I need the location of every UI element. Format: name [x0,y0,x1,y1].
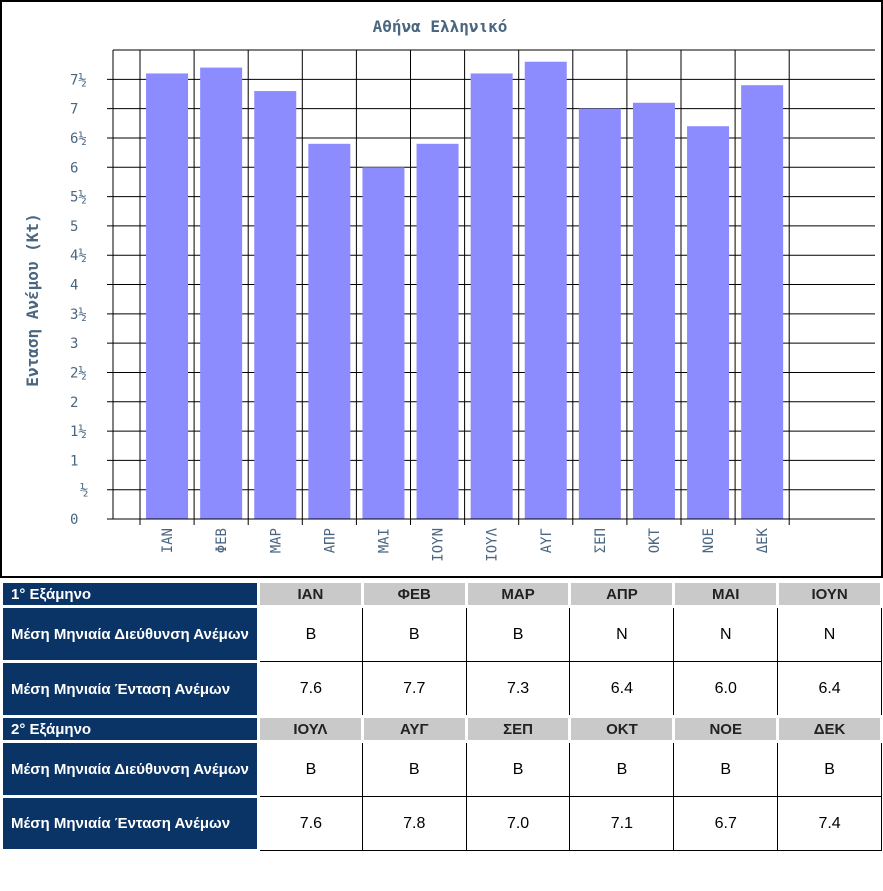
x-tick-label: ΝΟΕ [701,528,717,553]
bar [524,61,567,519]
data-table: 1° Εξάμηνο ΙΑΝ ΦΕΒ ΜΑΡ ΑΠΡ ΜΑΙ ΙΟΥΝ Μέση Μηνιαί… [0,580,883,852]
bar [254,91,297,519]
y-tick-label: 6½ [70,131,87,147]
cell: Β [361,741,467,797]
y-tick-label: 2½ [70,365,87,381]
cell: 6.4 [569,661,675,717]
bar [687,126,730,520]
cell: Ν [569,606,675,662]
bar [308,143,351,520]
header-row: 1° Εξάμηνο ΙΑΝ ΦΕΒ ΜΑΡ ΑΠΡ ΜΑΙ ΙΟΥΝ [0,580,883,608]
x-tick-label: ΙΟΥΝ [431,528,447,562]
cell: 7.4 [777,796,882,851]
x-tick-label: ΙΟΥΛ [485,527,501,561]
month-header: ΑΠΡ [568,580,676,608]
chart: Αθήνα Ελληνικό Ενταση Ανέμου (Kt) 0½1 1½ 2… [0,0,883,578]
row-label: Μέση Μηνιαία Διεύθυνση Ανέμων [0,740,260,798]
month-header: ΣΕΠ [464,715,572,743]
data-row: Μέση Μηνιαία Διεύθυνση Ανέμων Β Β Β Ν Ν Ν [0,605,882,663]
month-header: ΑΥΓ [360,715,468,743]
cell: 6.4 [777,661,882,717]
x-tick-label: ΑΠΡ [322,528,338,553]
cell: 6.0 [673,661,779,717]
month-header: ΟΚΤ [568,715,676,743]
y-tick-label: ½ [80,483,88,499]
bar [470,73,513,519]
data-row: Μέση Μηνιαία Διεύθυνση Ανέμων Β Β Β Β Β Β [0,740,882,798]
chart-border [0,0,883,578]
y-tick-label: 1½ [70,424,87,440]
cell: Β [673,741,779,797]
cell: 7.6 [258,661,363,717]
bar [146,73,189,519]
y-tick-label: 5½ [70,190,87,206]
y-tick-label: 4 [70,278,78,294]
cell: Β [361,606,467,662]
chart-title: Αθήνα Ελληνικό [373,17,508,36]
bar [632,102,675,519]
cell: Ν [673,606,779,662]
data-row: Μέση Μηνιαία Ένταση Ανέμων 7.6 7.8 7.0 7.1 6.… [0,795,882,852]
half-header: 1° Εξάμηνο [0,580,260,608]
bar [578,108,621,519]
y-tick-label: 3 [70,336,78,352]
cell: Β [258,741,363,797]
cell: 7.7 [361,661,467,717]
month-header: ΙΟΥΛ [257,715,364,743]
x-tick-label: ΣΕΠ [593,528,609,553]
x-tick-label: ΜΑΙ [376,528,392,553]
y-tick-label: 5 [70,219,78,235]
month-header: ΜΑΡ [464,580,572,608]
cell: 7.0 [465,796,571,851]
x-tick-label: ΟΚΤ [647,527,663,553]
cell: Β [569,741,675,797]
header-row: 2° Εξάμηνο ΙΟΥΛ ΑΥΓ ΣΕΠ ΟΚΤ ΝΟΕ ΔΕΚ [0,715,883,743]
y-tick-label: 4½ [70,248,87,264]
cell: 7.6 [258,796,363,851]
y-tick-label: 3½ [70,307,87,323]
y-tick-label: 7½ [70,72,87,88]
row-label: Μέση Μηνιαία Διεύθυνση Ανέμων [0,605,260,663]
cell: 7.1 [569,796,675,851]
x-tick-label: ΙΑΝ [160,528,176,553]
y-tick-label: 0 [70,512,78,528]
x-tick-label: ΔΕΚ [755,527,771,553]
cell: Β [465,741,571,797]
month-header: ΙΟΥΝ [776,580,883,608]
bar [741,85,784,520]
x-tick-label: ΑΥΓ [539,528,555,553]
y-tick-label: 7 [70,102,78,118]
month-header: ΜΑΙ [672,580,780,608]
cell: Ν [777,606,882,662]
y-tick-label: 6 [70,160,78,176]
cell: 6.7 [673,796,779,851]
cell: 7.3 [465,661,571,717]
row-label: Μέση Μηνιαία Ένταση Ανέμων [0,795,260,852]
month-header: ΝΟΕ [672,715,780,743]
x-tick-label: ΜΑΡ [268,528,284,553]
cell: 7.8 [361,796,467,851]
cell: Β [258,606,363,662]
row-label: Μέση Μηνιαία Ένταση Ανέμων [0,660,260,718]
half-header: 2° Εξάμηνο [0,715,260,743]
y-tick-label: 2 [70,395,78,411]
bar [200,67,243,520]
y-tick-label: 1 [70,453,78,469]
cell: Β [777,741,882,797]
month-header: ΔΕΚ [776,715,883,743]
month-header: ΙΑΝ [257,580,364,608]
y-axis-label: Ενταση Ανέμου (Kt) [23,213,42,386]
bar [416,143,459,520]
cell: Β [465,606,571,662]
month-header: ΦΕΒ [360,580,468,608]
data-row: Μέση Μηνιαία Ένταση Ανέμων 7.6 7.7 7.3 6.4 6.… [0,660,882,718]
x-tick-label: ΦΕΒ [214,528,230,553]
bar [362,167,405,519]
